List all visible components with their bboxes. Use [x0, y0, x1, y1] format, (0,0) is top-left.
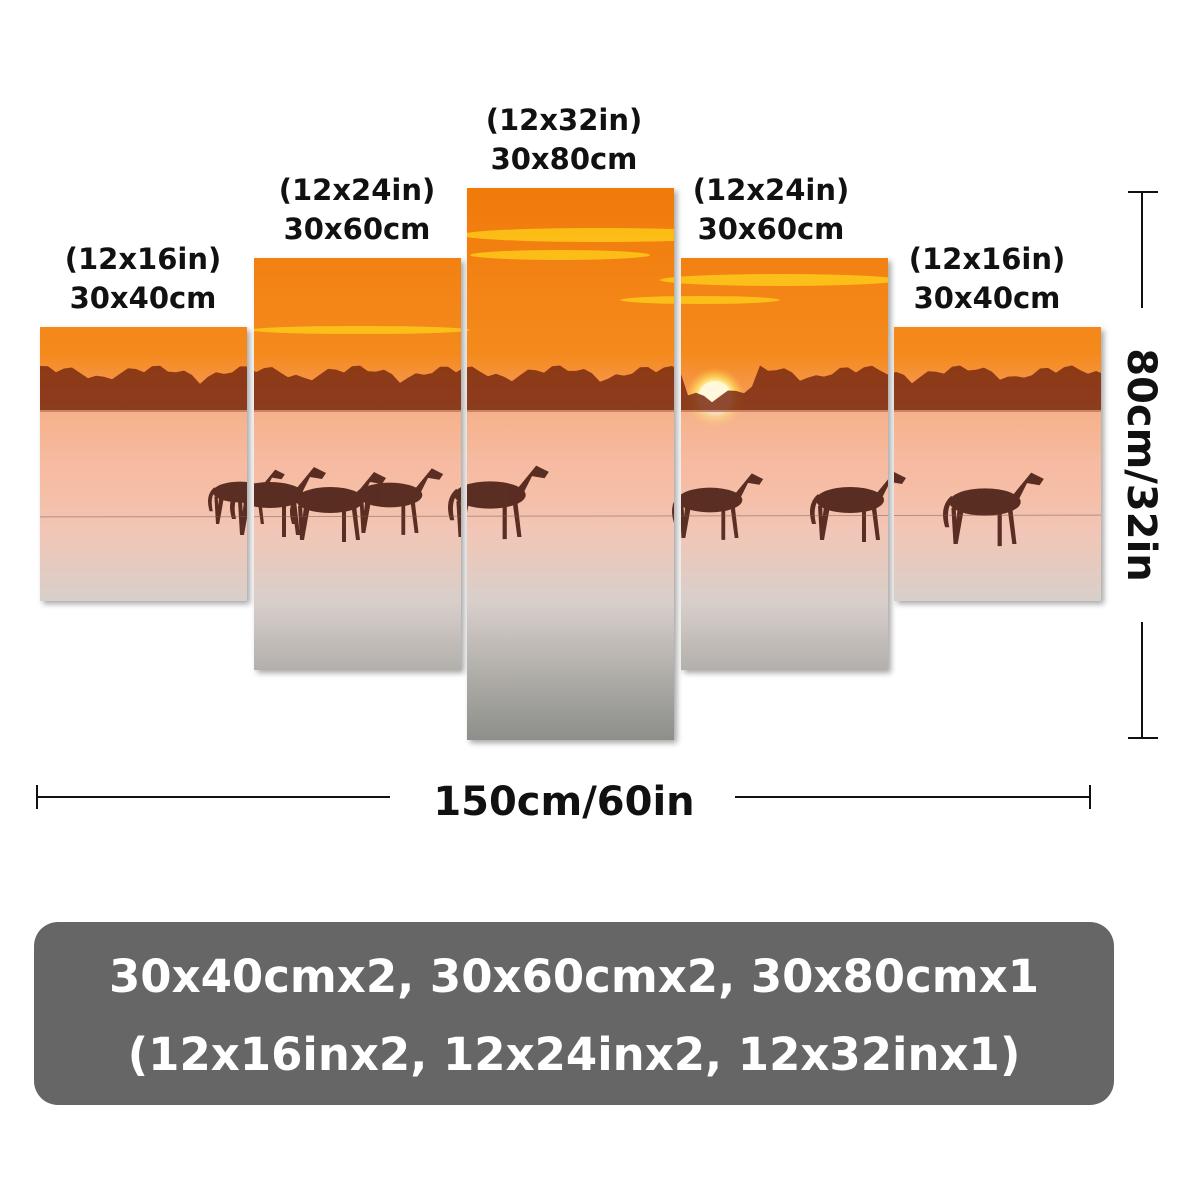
panel-size-cm: 30x60cm [284, 212, 431, 246]
panel-size-inches: (12x32in) [486, 103, 643, 137]
summary-box [34, 922, 1114, 1105]
height-label: 80cm/32in [1118, 348, 1164, 582]
summary-line: (12x16inx2, 12x24inx2, 12x32inx1) [128, 1028, 1021, 1081]
panel-size-cm: 30x40cm [70, 281, 217, 315]
panel-size-cm: 30x60cm [698, 212, 845, 246]
horse [448, 465, 549, 540]
canvas-artwork [40, 188, 1101, 740]
horse [352, 468, 444, 535]
width-dimension [36, 785, 1091, 809]
panel-size-cm: 30x80cm [491, 142, 638, 176]
width-label: 150cm/60in [433, 779, 694, 825]
horse [810, 472, 906, 542]
panel-size-inches: (12x16in) [909, 242, 1066, 276]
panel-size-cm: 30x40cm [914, 281, 1061, 315]
summary-line: 30x40cmx2, 30x60cmx2, 30x80cmx1 [109, 950, 1039, 1003]
panel-size-inches: (12x16in) [65, 242, 222, 276]
horse [943, 472, 1044, 547]
panel-size-inches: (12x24in) [279, 173, 436, 207]
height-dimension [1128, 191, 1158, 739]
panel-size-inches: (12x24in) [693, 173, 850, 207]
